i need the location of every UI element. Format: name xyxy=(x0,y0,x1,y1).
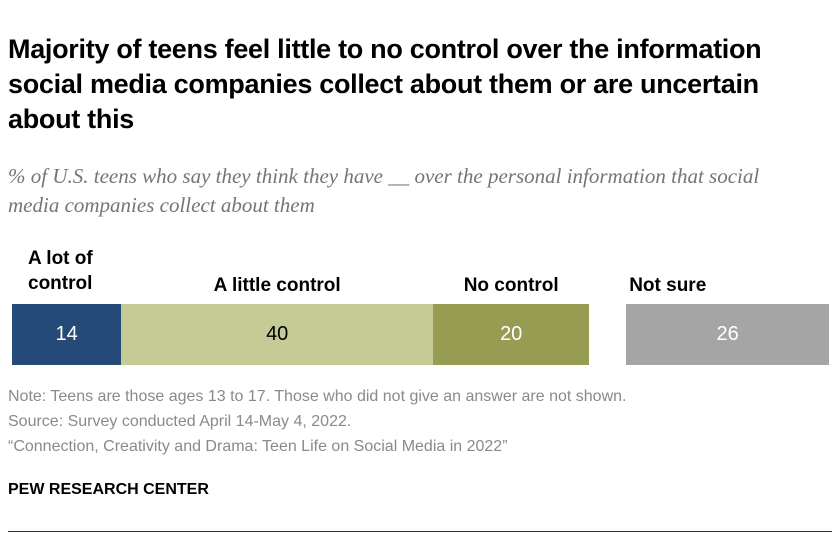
note-text: Note: Teens are those ages 13 to 17. Tho… xyxy=(8,388,627,405)
data-label: 20 xyxy=(500,323,523,345)
category-label: A little control xyxy=(213,275,341,296)
category-label: Not sure xyxy=(629,275,707,296)
brand-logo-text: PEW RESEARCH CENTER xyxy=(8,481,209,498)
bar-1: 40 xyxy=(121,304,434,365)
data-label: 40 xyxy=(266,323,289,345)
chart-subtitle: % of U.S. teens who say they think they … xyxy=(8,164,760,217)
bar-2: 20 xyxy=(433,304,590,365)
data-label: 14 xyxy=(55,323,78,345)
report-title: “Connection, Creativity and Drama: Teen … xyxy=(8,438,508,455)
notes: Note: Teens are those ages 13 to 17. Tho… xyxy=(8,384,626,459)
category-label: A lot of control xyxy=(28,248,93,294)
bar-3: 26 xyxy=(626,304,829,365)
chart-title: Majority of teens feel little to no cont… xyxy=(8,34,762,134)
source-text: Source: Survey conducted April 14-May 4,… xyxy=(8,413,352,430)
category-label: No control xyxy=(463,275,559,296)
bar-0: 14 xyxy=(12,304,122,365)
bottom-divider xyxy=(8,531,832,532)
data-label: 26 xyxy=(716,323,739,345)
